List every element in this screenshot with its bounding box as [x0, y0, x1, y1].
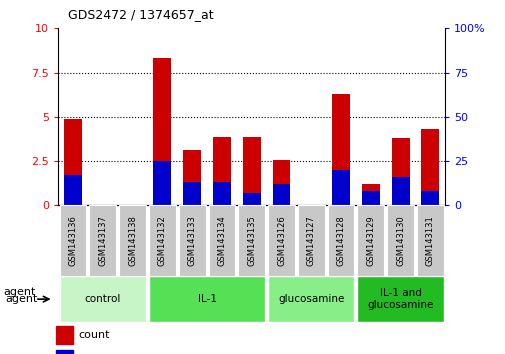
Text: agent: agent — [3, 287, 35, 297]
FancyBboxPatch shape — [148, 205, 175, 276]
Text: GSM143132: GSM143132 — [158, 215, 167, 266]
Bar — [421, 191, 438, 205]
Bar — [153, 58, 171, 205]
Bar — [64, 175, 82, 205]
Text: GSM143138: GSM143138 — [128, 215, 137, 266]
FancyBboxPatch shape — [327, 205, 354, 276]
FancyBboxPatch shape — [148, 276, 265, 322]
Bar — [213, 182, 230, 205]
Text: count: count — [78, 330, 110, 340]
Text: GSM143130: GSM143130 — [395, 215, 405, 266]
Text: GSM143134: GSM143134 — [217, 215, 226, 266]
FancyBboxPatch shape — [416, 205, 443, 276]
Bar — [391, 138, 409, 205]
Text: agent: agent — [5, 294, 37, 304]
Bar — [361, 191, 379, 205]
Text: GSM143135: GSM143135 — [247, 215, 256, 266]
Bar — [64, 120, 82, 205]
Bar — [153, 161, 171, 205]
FancyBboxPatch shape — [268, 276, 354, 322]
Text: GSM143131: GSM143131 — [425, 215, 434, 266]
Bar — [56, 350, 72, 354]
Bar — [183, 182, 200, 205]
Bar — [331, 170, 349, 205]
Text: GSM143136: GSM143136 — [69, 215, 77, 266]
FancyBboxPatch shape — [297, 205, 324, 276]
FancyBboxPatch shape — [386, 205, 413, 276]
Text: IL-1 and
glucosamine: IL-1 and glucosamine — [367, 288, 433, 310]
Bar — [361, 184, 379, 205]
Bar — [242, 137, 260, 205]
FancyBboxPatch shape — [357, 276, 443, 322]
Text: GSM143137: GSM143137 — [98, 215, 107, 266]
Bar — [183, 150, 200, 205]
Text: glucosamine: glucosamine — [278, 294, 344, 304]
Bar — [391, 177, 409, 205]
Bar — [421, 129, 438, 205]
Text: GSM143129: GSM143129 — [366, 215, 375, 266]
Bar — [272, 184, 290, 205]
Bar — [242, 193, 260, 205]
Text: GSM143126: GSM143126 — [276, 215, 285, 266]
FancyBboxPatch shape — [208, 205, 235, 276]
Text: GSM143133: GSM143133 — [187, 215, 196, 266]
Text: IL-1: IL-1 — [197, 294, 216, 304]
FancyBboxPatch shape — [178, 205, 205, 276]
Text: control: control — [84, 294, 121, 304]
FancyBboxPatch shape — [60, 276, 146, 322]
Bar — [331, 94, 349, 205]
Bar — [56, 326, 72, 344]
FancyBboxPatch shape — [89, 205, 116, 276]
Text: GSM143127: GSM143127 — [306, 215, 315, 266]
Bar — [213, 137, 230, 205]
FancyBboxPatch shape — [268, 205, 294, 276]
Text: GDS2472 / 1374657_at: GDS2472 / 1374657_at — [68, 8, 214, 21]
FancyBboxPatch shape — [357, 205, 383, 276]
FancyBboxPatch shape — [238, 205, 265, 276]
FancyBboxPatch shape — [119, 205, 146, 276]
Bar — [272, 160, 290, 205]
Text: GSM143128: GSM143128 — [336, 215, 345, 266]
FancyBboxPatch shape — [60, 205, 86, 276]
